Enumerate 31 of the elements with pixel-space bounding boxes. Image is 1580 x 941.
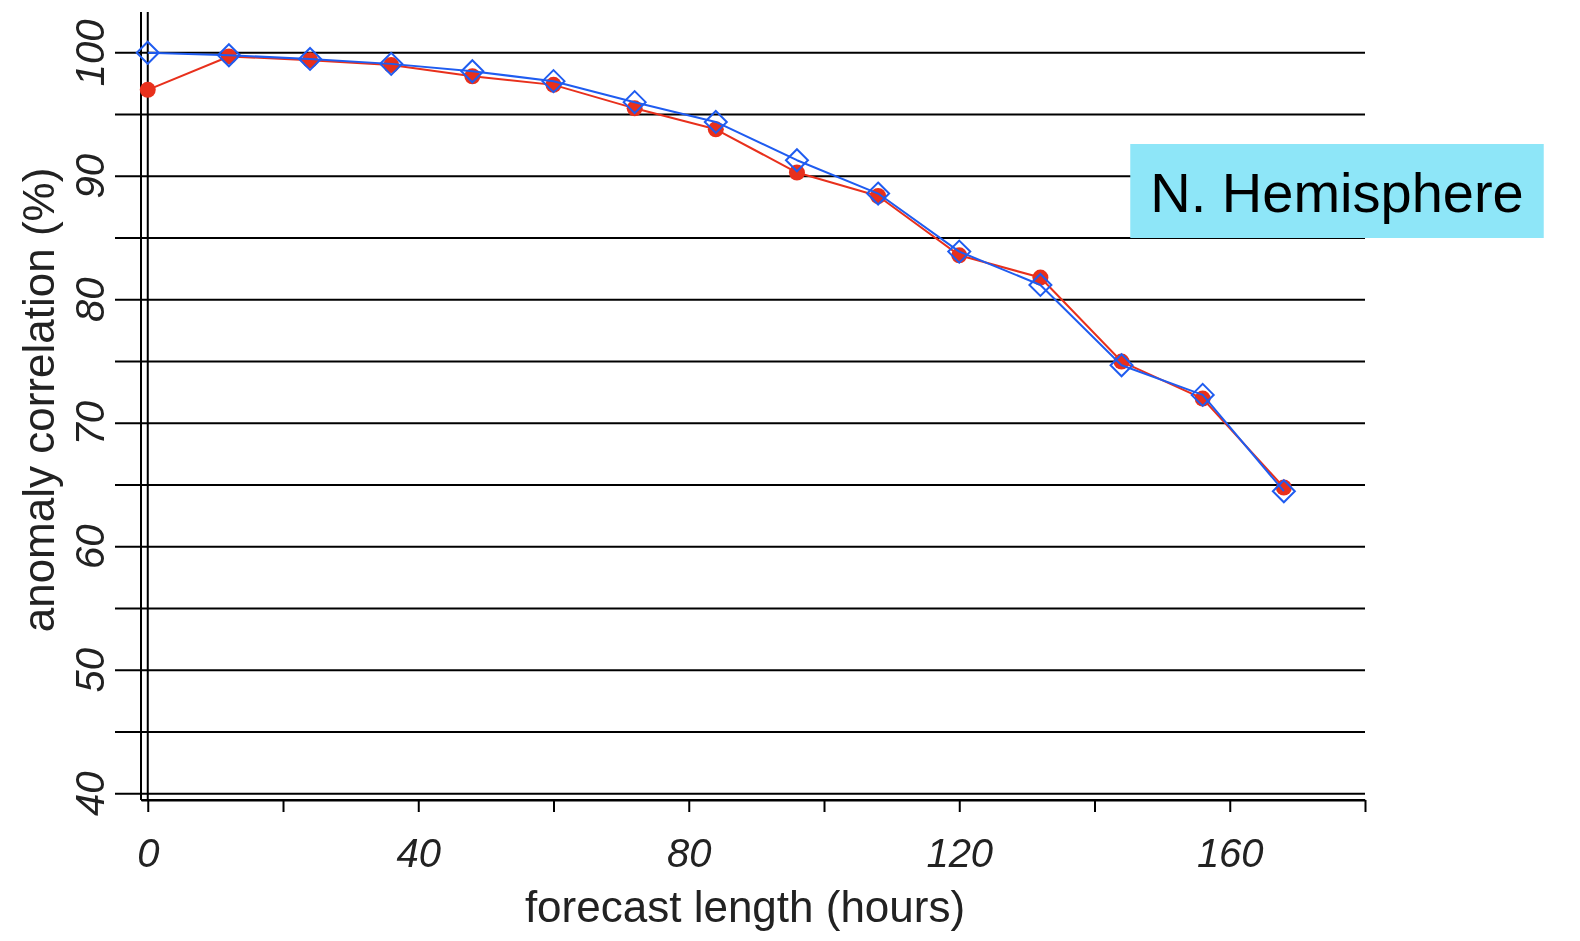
point xyxy=(139,81,156,98)
x-tick-label: 160 xyxy=(1196,831,1264,875)
x-tick-label: 40 xyxy=(396,831,442,875)
point xyxy=(1109,353,1134,378)
y-tick-label: 80 xyxy=(68,277,112,323)
point xyxy=(460,59,485,84)
point xyxy=(866,181,891,206)
x-axis-title: forecast length (hours) xyxy=(524,882,966,931)
x-tick-label: 80 xyxy=(667,831,712,875)
y-tick-label: 50 xyxy=(68,648,112,693)
point xyxy=(1028,272,1053,297)
x-tick-label: 120 xyxy=(926,831,994,875)
x-tick-label: 0 xyxy=(137,831,160,875)
point xyxy=(1190,382,1215,407)
point xyxy=(379,51,404,76)
point xyxy=(135,40,160,65)
y-tick-label: 90 xyxy=(68,154,112,199)
point xyxy=(1271,479,1296,504)
point xyxy=(622,90,647,115)
point xyxy=(298,46,323,71)
y-tick-label: 100 xyxy=(68,19,112,87)
y-axis-title: anomaly correlation (%) xyxy=(14,167,63,633)
point xyxy=(784,148,809,173)
y-tick-label: 40 xyxy=(68,771,112,817)
point xyxy=(947,239,972,264)
y-tick-label: 70 xyxy=(68,401,112,446)
point xyxy=(216,43,241,68)
y-tick-label: 60 xyxy=(68,524,112,570)
point xyxy=(703,109,728,134)
point xyxy=(541,69,566,94)
annotation: N. Hemisphere xyxy=(1150,161,1524,224)
